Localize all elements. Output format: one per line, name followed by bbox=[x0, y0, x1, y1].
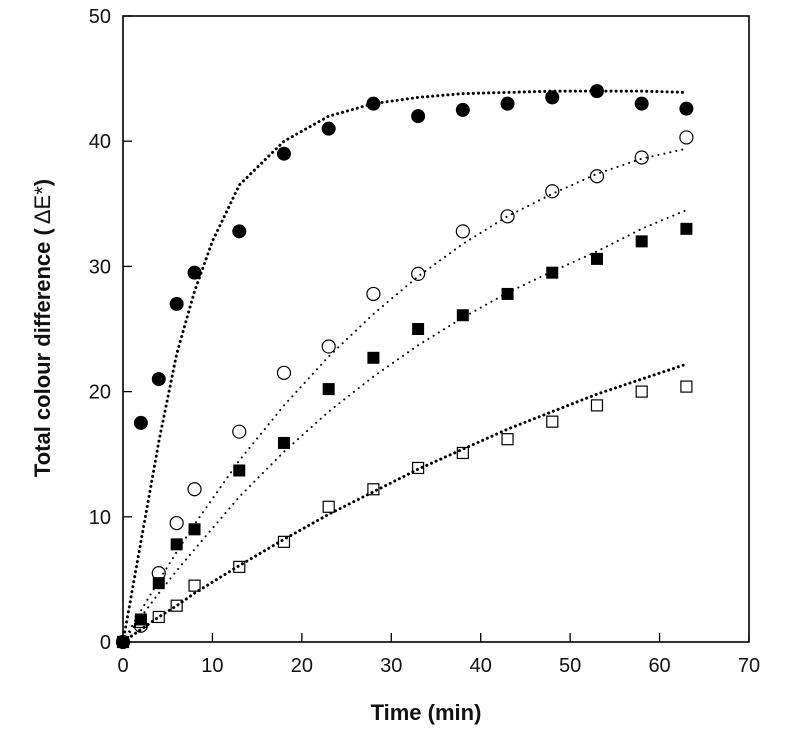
x-tick-label: 50 bbox=[559, 655, 581, 677]
y-tick-label: 20 bbox=[89, 382, 111, 404]
data-point-open-circles bbox=[500, 209, 515, 224]
data-point-filled-circles bbox=[321, 121, 336, 136]
data-point-filled-squares bbox=[188, 523, 201, 536]
plot-border bbox=[122, 15, 750, 643]
data-point-open-squares bbox=[546, 415, 559, 428]
data-point-filled-circles bbox=[133, 415, 148, 430]
data-point-open-squares bbox=[277, 535, 291, 548]
data-point-open-squares bbox=[412, 461, 425, 475]
data-point-open-squares bbox=[456, 446, 469, 460]
data-point-open-squares bbox=[680, 380, 693, 393]
x-tick-label: 40 bbox=[470, 655, 492, 677]
data-point-filled-circles bbox=[411, 109, 426, 124]
data-point-open-squares bbox=[233, 560, 246, 573]
data-point-open-circles bbox=[411, 266, 426, 282]
y-axis-title-symbol: ΔE* bbox=[30, 186, 55, 224]
data-point-filled-squares bbox=[322, 383, 335, 396]
y-axis-ticks: 0 10 20 30 40 50 bbox=[89, 6, 132, 654]
y-tick-label: 30 bbox=[89, 256, 111, 278]
fit-curve-filled-circles bbox=[121, 89, 688, 644]
data-point-open-squares bbox=[116, 635, 130, 649]
plot-frame bbox=[122, 15, 750, 643]
data-point-open-circles bbox=[545, 184, 560, 199]
x-tick-label: 0 bbox=[117, 655, 128, 677]
data-point-filled-squares bbox=[501, 287, 514, 300]
data-point-open-squares bbox=[152, 610, 165, 624]
x-tick-label: 70 bbox=[738, 655, 760, 677]
data-point-filled-squares bbox=[277, 436, 290, 449]
data-point-open-circles bbox=[276, 365, 292, 380]
x-tick-label: 60 bbox=[648, 655, 670, 677]
data-point-open-circles bbox=[679, 130, 694, 145]
fit-curve-open-circles bbox=[122, 147, 688, 643]
y-axis-title-close: ) bbox=[30, 179, 55, 186]
data-point-open-squares bbox=[134, 615, 147, 629]
data-point-open-squares bbox=[635, 385, 648, 398]
data-point-open-circles bbox=[366, 286, 381, 302]
data-point-open-circles bbox=[232, 424, 247, 439]
data-point-open-squares bbox=[170, 599, 183, 612]
fit-curves bbox=[121, 89, 688, 644]
x-tick-label: 30 bbox=[380, 655, 402, 677]
y-axis-title: Total colour difference ( ΔE*) bbox=[30, 179, 55, 477]
data-point-open-circles bbox=[589, 169, 605, 184]
data-point-filled-squares bbox=[117, 636, 129, 648]
data-point-filled-circles bbox=[589, 84, 604, 99]
data-point-filled-circles bbox=[151, 372, 166, 387]
data-point-open-squares bbox=[322, 500, 335, 513]
y-tick-label: 40 bbox=[89, 131, 111, 153]
y-tick-label: 0 bbox=[100, 632, 111, 654]
y-tick-label: 50 bbox=[89, 6, 111, 28]
data-points bbox=[115, 84, 694, 650]
data-point-filled-circles bbox=[679, 101, 694, 116]
data-point-filled-squares bbox=[590, 252, 603, 265]
data-point-filled-squares bbox=[152, 577, 165, 590]
data-point-open-circles bbox=[115, 634, 131, 650]
data-point-filled-circles bbox=[634, 96, 649, 111]
data-point-filled-circles bbox=[169, 296, 184, 311]
data-point-open-squares bbox=[590, 399, 604, 412]
data-point-open-circles bbox=[455, 224, 470, 239]
data-point-filled-squares bbox=[134, 613, 147, 626]
data-point-filled-circles bbox=[455, 102, 470, 117]
y-axis-title-main: Total colour difference ( bbox=[30, 227, 55, 477]
x-tick-label: 10 bbox=[201, 655, 223, 677]
data-point-filled-squares bbox=[635, 235, 648, 248]
data-point-filled-circles bbox=[500, 96, 515, 111]
data-point-filled-squares bbox=[233, 464, 246, 477]
data-point-open-squares bbox=[367, 483, 380, 496]
data-point-open-squares bbox=[188, 579, 201, 592]
data-point-filled-circles bbox=[366, 96, 381, 111]
data-point-filled-squares bbox=[367, 351, 380, 364]
data-point-filled-squares bbox=[170, 538, 183, 551]
data-point-filled-squares bbox=[412, 323, 425, 335]
fit-curve-filled-squares bbox=[122, 209, 688, 643]
data-point-open-circles bbox=[634, 150, 649, 165]
x-tick-label: 20 bbox=[291, 655, 313, 677]
data-point-filled-squares bbox=[680, 222, 693, 235]
data-point-filled-squares bbox=[456, 309, 469, 322]
data-point-filled-circles bbox=[276, 146, 291, 161]
x-axis-ticks: 0 10 20 30 40 50 60 70 bbox=[117, 633, 760, 677]
data-point-open-circles bbox=[169, 515, 184, 531]
y-tick-label: 10 bbox=[89, 507, 111, 529]
data-point-filled-circles bbox=[232, 224, 247, 239]
data-point-filled-circles bbox=[545, 90, 560, 105]
data-point-open-circles bbox=[187, 482, 202, 497]
data-point-filled-squares bbox=[546, 266, 559, 279]
data-point-open-squares bbox=[501, 433, 514, 446]
x-axis-title: Time (min) bbox=[371, 700, 482, 725]
data-point-filled-circles bbox=[187, 265, 202, 280]
data-point-open-circles bbox=[321, 339, 336, 354]
